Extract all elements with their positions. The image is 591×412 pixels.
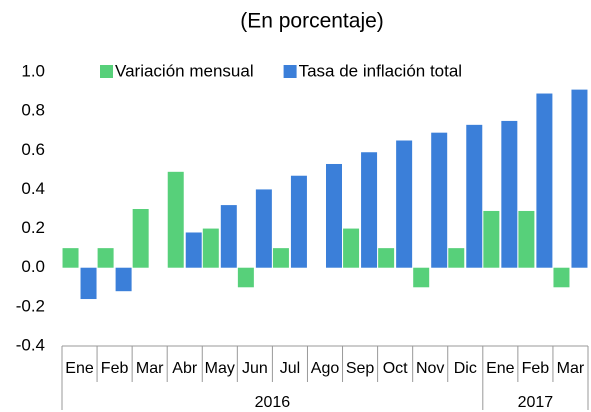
legend-label: Tasa de inflación total [299, 61, 463, 80]
bar [185, 232, 202, 268]
x-tick-label: Nov [416, 360, 444, 377]
bar [571, 89, 588, 268]
bar [448, 248, 465, 268]
x-tick-label: Jun [242, 360, 268, 377]
bar [396, 140, 413, 268]
y-tick-label: -0.4 [16, 335, 45, 354]
x-tick-label: Sep [346, 360, 375, 377]
bar [80, 267, 97, 300]
bar [553, 267, 570, 288]
y-tick-label: 0.2 [21, 218, 45, 237]
legend-swatch [283, 65, 297, 78]
y-tick-label: 1.0 [21, 61, 45, 80]
group-label: 2016 [255, 394, 291, 411]
bar [132, 209, 149, 268]
bar [272, 248, 289, 268]
x-tick-label: Oct [383, 360, 408, 377]
bar [290, 175, 307, 268]
x-tick-label: Ene [486, 360, 515, 377]
bar [62, 248, 79, 268]
x-tick-label: Feb [522, 360, 550, 377]
y-tick-label: -0.2 [16, 296, 45, 315]
bar [536, 93, 553, 268]
bar [483, 210, 500, 268]
bar [413, 267, 430, 288]
legend-swatch [100, 65, 113, 78]
x-tick-label: Feb [101, 360, 129, 377]
bar [220, 205, 237, 268]
x-tick-label: Mar [557, 360, 585, 377]
bar [115, 267, 132, 292]
bar [343, 228, 360, 268]
group-label: 2017 [518, 394, 554, 411]
bar [431, 132, 448, 268]
x-tick-label: Abr [172, 360, 198, 377]
x-tick-label: Ago [311, 360, 340, 377]
x-tick-label: Ene [65, 360, 94, 377]
x-tick-label: Jul [280, 360, 300, 377]
bar [518, 210, 535, 268]
x-tick-label: May [205, 360, 235, 377]
bar [97, 248, 114, 268]
y-tick-label: 0.4 [21, 179, 45, 198]
bar [378, 248, 395, 268]
x-tick-label: Dic [454, 360, 477, 377]
bar [466, 124, 483, 268]
bar [167, 171, 184, 268]
y-tick-label: 0.8 [21, 101, 45, 120]
bar [501, 120, 518, 268]
bar [361, 152, 378, 268]
chart-title: (En porcentaje) [240, 10, 384, 33]
bar [255, 189, 272, 268]
bar [202, 228, 219, 268]
bar [326, 163, 342, 268]
y-tick-label: 0.6 [21, 140, 45, 159]
x-tick-label: Mar [136, 360, 164, 377]
y-tick-label: 0.0 [21, 257, 45, 276]
bar [237, 267, 254, 288]
legend-label: Variación mensual [115, 61, 254, 80]
